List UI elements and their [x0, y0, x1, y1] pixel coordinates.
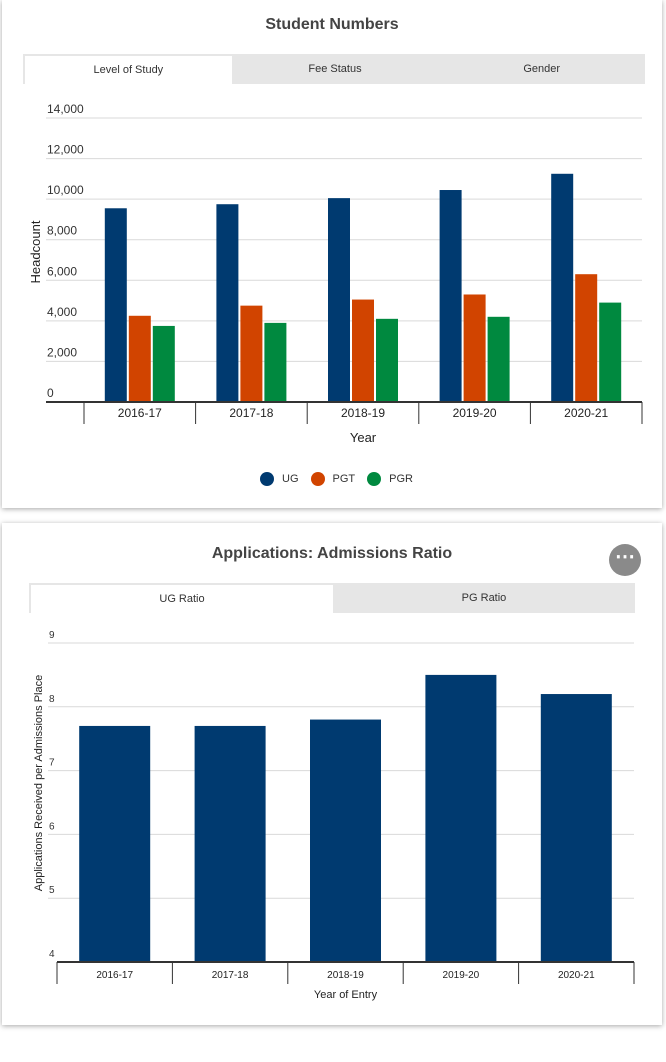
x-tick-label: 2019-20 [453, 406, 497, 420]
legend-swatch-pgt [310, 472, 325, 486]
x-tick-label: 2018-19 [341, 406, 385, 420]
student-numbers-card: Student Numbers Level of Study Fee Statu… [2, 0, 662, 508]
y-tick-label: 0 [47, 386, 54, 400]
x-tick-label: 2020-21 [564, 406, 608, 420]
legend-label-pgt: PGT [332, 473, 356, 485]
x-tick-label: 2017-18 [212, 970, 249, 981]
tab-gender[interactable]: Gender [523, 63, 561, 75]
bar-pgt-2016-17 [128, 315, 151, 401]
legend-item-ug[interactable]: UG [260, 472, 299, 486]
bar-pgr-2019-20 [487, 316, 510, 401]
y-tick-label: 14,000 [47, 102, 84, 116]
y-tick-label: 6 [49, 821, 55, 832]
legend-item-pgt[interactable]: PGT [310, 472, 356, 486]
legend-swatch-pgr [367, 472, 382, 486]
legend: UG PGT PGR [260, 472, 425, 486]
student-numbers-plot: 0 2,000 4,000 6,000 8,000 10,000 12,000 14,000 2… [28, 102, 643, 445]
tab-pg-ratio[interactable]: PG Ratio [461, 592, 507, 604]
bar-ug-2019-20 [439, 190, 462, 401]
bar-pgt-2020-21 [575, 274, 598, 401]
bar-pgr-2017-18 [264, 322, 287, 401]
bar-ratio-2016-17 [79, 725, 151, 961]
bar-pgr-2016-17 [152, 325, 175, 401]
y-tick-label: 8 [49, 694, 55, 705]
tab-fee-status[interactable]: Fee Status [308, 63, 362, 75]
bar-pgr-2020-21 [599, 302, 622, 401]
more-horizontal-icon[interactable]: ⋯ [609, 544, 641, 576]
y-tick-label: 7 [49, 758, 55, 769]
tab-ug-ratio[interactable]: UG Ratio [31, 585, 333, 613]
bar-ug-2018-19 [328, 198, 350, 401]
y-tick-label: 4,000 [47, 305, 77, 319]
bar-ug-2020-21 [551, 173, 574, 401]
y-tick-label: 8,000 [47, 224, 77, 238]
bar-ug-2017-18 [216, 204, 239, 401]
chart-title: Student Numbers [265, 16, 399, 33]
bar-ratio-2018-19 [310, 719, 381, 961]
x-axis-title: Year [350, 430, 377, 445]
admissions-ratio-card: Applications: Admissions Ratio ⋯ UG Rati… [2, 523, 662, 1025]
bar-pgt-2017-18 [240, 305, 263, 401]
y-tick-label: 2,000 [47, 345, 77, 359]
tab-level-of-study[interactable]: Level of Study [25, 56, 232, 84]
y-tick-label: 12,000 [47, 143, 84, 157]
x-tick-label: 2019-20 [443, 970, 480, 981]
x-tick-label: 2020-21 [558, 970, 595, 981]
y-tick-label: 4 [49, 949, 55, 960]
x-tick-label: 2016-17 [118, 406, 162, 420]
bar-ratio-2017-18 [194, 725, 266, 961]
x-axis-title: Year of Entry [314, 989, 378, 1001]
bar-ratio-2019-20 [425, 674, 497, 961]
y-tick-label: 10,000 [47, 183, 84, 197]
bar-ug-2016-17 [104, 208, 127, 401]
y-tick-label: 5 [49, 885, 55, 896]
y-tick-label: 6,000 [47, 264, 77, 278]
chart-title: Applications: Admissions Ratio [211, 545, 453, 562]
legend-label-pgr: PGR [389, 473, 413, 485]
legend-item-pgr[interactable]: PGR [367, 472, 413, 486]
admissions-ratio-plot: 4 5 6 7 8 9 2016-17 2017-18 2018-19 2019-20 2020-2… [33, 630, 635, 1001]
x-tick-label: 2016-17 [96, 970, 133, 981]
x-tick-label: 2017-18 [229, 406, 273, 420]
tab-bar: Level of Study Fee Status Gender [23, 54, 645, 84]
bar-ratio-2020-21 [540, 694, 612, 961]
tab-bar: UG Ratio PG Ratio [29, 583, 635, 613]
y-axis-title: Headcount [28, 220, 43, 283]
y-tick-label: 9 [49, 630, 55, 641]
legend-swatch-ug [260, 472, 274, 486]
bar-pgr-2018-19 [376, 318, 398, 401]
x-tick-label: 2018-19 [327, 970, 364, 981]
bar-pgt-2019-20 [463, 294, 486, 401]
bar-pgt-2018-19 [352, 299, 374, 401]
legend-label-ug: UG [282, 473, 299, 485]
y-axis-title: Applications Received per Admissions Pla… [33, 675, 45, 891]
